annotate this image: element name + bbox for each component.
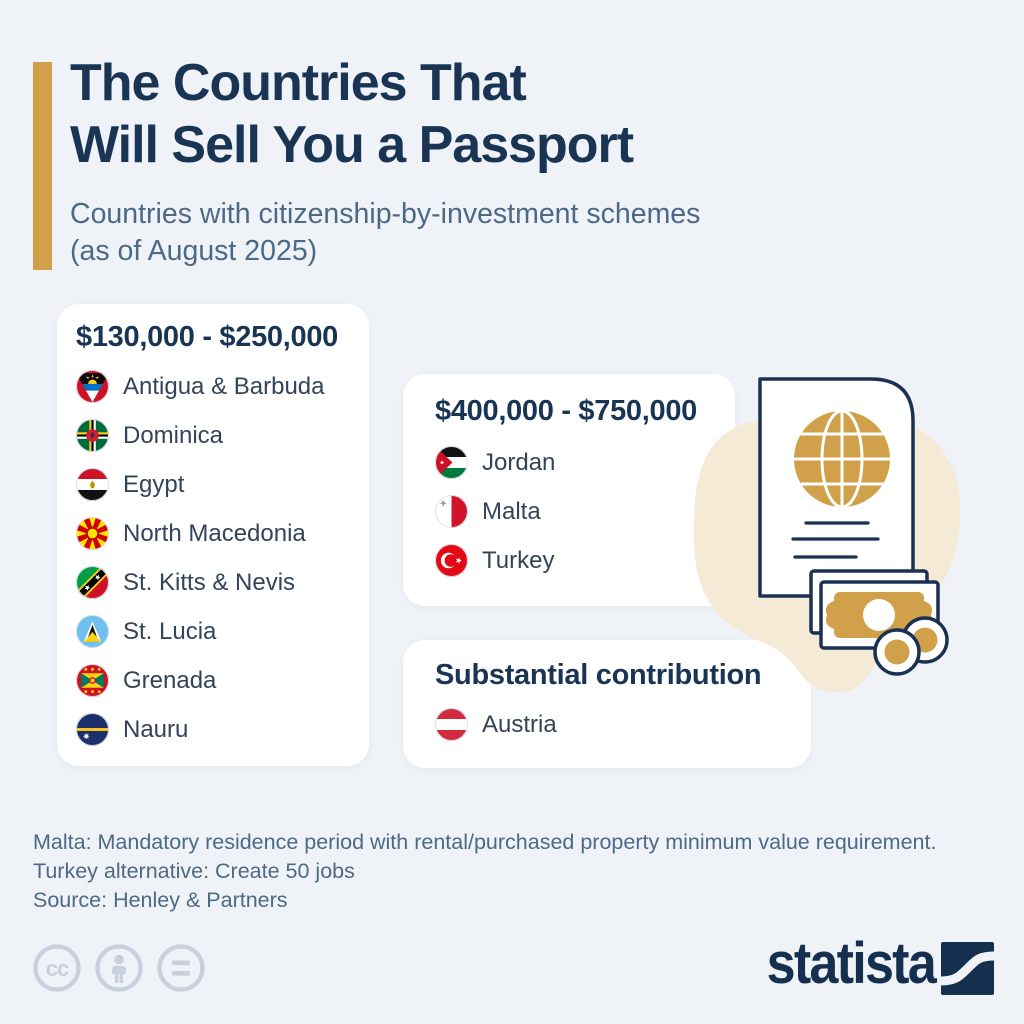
statista-wordmark: statista [766,931,937,996]
country-label: Austria [482,710,557,738]
footnote-line-2: Turkey alternative: Create 50 jobs [33,859,355,883]
malta-flag-icon [435,495,468,528]
list-item: North Macedonia [76,509,359,558]
st-kitts-nevis-flag-icon [76,566,109,599]
grenada-flag-icon [76,664,109,697]
list-item: Turkey [435,536,725,585]
list-item: Austria [435,700,801,749]
banknote-icon [809,569,940,650]
price-card-low: $130,000 - $250,000 [57,304,369,766]
nauru-flag-icon [76,713,109,746]
svg-text:cc: cc [46,956,69,981]
egypt-flag-icon [76,468,109,501]
st-lucia-flag-icon [76,615,109,648]
country-label: St. Kitts & Nevis [123,568,296,596]
passport-text-lines [791,521,880,559]
page-title: The Countries That Will Sell You a Passp… [70,52,634,176]
list-item: Grenada [76,656,359,705]
license-icons: cc [33,944,205,992]
list-item: St. Lucia [76,607,359,656]
turkey-flag-icon [435,544,468,577]
antigua-barbuda-flag-icon [76,370,109,403]
country-list: Austria [435,700,801,749]
list-item: Dominica [76,411,359,460]
country-label: Jordan [482,448,556,476]
substantial-contribution-card: Substantial contribution Austria [403,640,811,768]
globe-icon [794,409,890,509]
statista-logo-icon [941,942,994,995]
list-item: Egypt [76,460,359,509]
passport-icon [758,377,915,598]
country-label: North Macedonia [123,519,306,547]
country-label: Egypt [123,470,185,498]
page-subtitle: Countries with citizenship-by-investment… [70,196,700,270]
no-derivatives-icon [157,944,205,992]
country-label: Grenada [123,666,217,694]
coins-icon [873,616,949,676]
price-range-heading: $400,000 - $750,000 [435,395,697,427]
subtitle-line-2: (as of August 2025) [70,235,318,267]
list-item: Malta [435,487,725,536]
footnotes: Malta: Mandatory residence period with r… [33,828,936,886]
country-label: Nauru [123,715,189,743]
country-label: Antigua & Barbuda [123,372,325,400]
attribution-icon [95,944,143,992]
austria-flag-icon [435,708,468,741]
country-label: St. Lucia [123,617,217,645]
list-item: Jordan [435,438,725,487]
price-range-heading: Substantial contribution [435,659,762,691]
country-label: Malta [482,497,541,525]
country-label: Turkey [482,546,555,574]
country-list: Antigua & Barbuda [76,362,359,754]
footnote-line-1: Malta: Mandatory residence period with r… [33,830,937,854]
gold-accent-bar [33,62,52,270]
country-label: Dominica [123,421,224,449]
country-list: Jordan Malta [435,438,725,585]
price-card-mid: $400,000 - $750,000 Jordan [403,374,735,606]
list-item: St. Kitts & Nevis [76,558,359,607]
jordan-flag-icon [435,446,468,479]
list-item: Nauru [76,705,359,754]
dominica-flag-icon [76,419,109,452]
source-line: Source: Henley & Partners [33,888,288,912]
title-line-2: Will Sell You a Passport [70,116,634,174]
cc-icon [33,944,81,992]
price-range-heading: $130,000 - $250,000 [76,321,338,353]
list-item: Antigua & Barbuda [76,362,359,411]
title-line-1: The Countries That [70,54,527,112]
subtitle-line-1: Countries with citizenship-by-investment… [70,198,701,230]
north-macedonia-flag-icon [76,517,109,550]
